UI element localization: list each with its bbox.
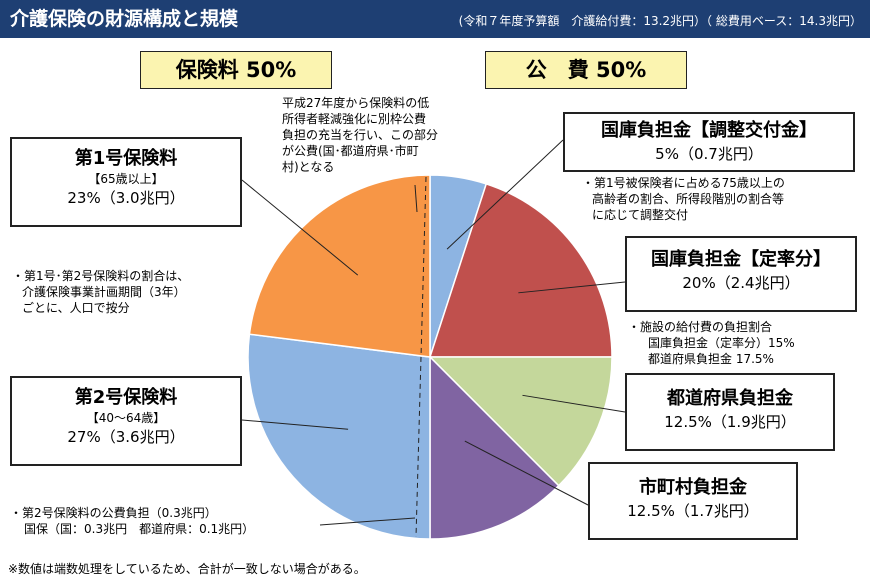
page-title: 介護保険の財源構成と規模 [10, 8, 239, 30]
label-prefecture: 都道府県負担金 12.5%（1.9兆円） [625, 373, 835, 451]
pie-slice-5 [247, 333, 431, 540]
leader-second-insured [241, 419, 349, 430]
leader-national-adjust [446, 139, 564, 250]
label-first-insured: 第1号保険料 【65歳以上】 23%（3.0兆円） [10, 137, 242, 227]
insurance-premium-label: 保険料 50% [140, 51, 332, 89]
leader-national-fixed [518, 281, 626, 294]
leader-municipality [464, 440, 589, 506]
leader-top-note [414, 184, 418, 213]
pie-slice-3 [428, 356, 613, 487]
pie-slice-4 [429, 355, 560, 540]
leader-first-insured [241, 179, 359, 276]
first-insured-age: 【65歳以上】 [88, 172, 164, 186]
municipality-title: 市町村負担金 [639, 477, 747, 498]
second-insured-title: 第2号保険料 [74, 387, 178, 408]
label-national-fixed: 国庫負担金【定率分】 20%（2.4兆円） [625, 236, 857, 312]
municipality-value: 12.5%（1.7兆円） [627, 502, 759, 520]
label-national-adjust: 国庫負担金【調整交付金】 5%（0.7兆円） [563, 112, 855, 172]
second-insured-age: 【40～64歳】 [86, 411, 166, 425]
note-facility: ・施設の給付費の負担割合 国庫負担金（定率分）15% 都道府県負担金 17.5% [628, 320, 795, 366]
public-expense-label: 公 費 50% [485, 51, 687, 89]
first-insured-value: 23%（3.0兆円） [67, 189, 185, 207]
first-insured-title: 第1号保険料 [74, 148, 178, 169]
budget-subtitle: (令和７年度予算額 介護給付費：13.2兆円）（ 総費用ベース：14.3兆円） [458, 14, 862, 28]
note-second-public: ・第2号保険料の公費負担（0.3兆円） 国保（国：0.3兆円 都道府県：0.1兆円… [10, 506, 255, 536]
national-fixed-title: 国庫負担金【定率分】 [651, 249, 831, 270]
second-insured-value: 27%（3.6兆円） [67, 428, 185, 446]
footnote: ※数値は端数処理をしているため、合計が一致しない場合がある。 [8, 562, 366, 576]
note-adjust: ・第1号被保険者に占める75歳以上の 高齢者の割合、所得段階別の割合等 に応じて調整… [582, 176, 785, 222]
leader-second-public [319, 517, 416, 526]
label-municipality: 市町村負担金 12.5%（1.7兆円） [588, 462, 798, 540]
national-adjust-value: 5%（0.7兆円） [655, 145, 763, 163]
note-top: 平成27年度から保険料の低 所得者軽減強化に別枠公費 負担の充当を行い、この部分 が公… [282, 96, 439, 174]
leader-prefecture [522, 394, 626, 413]
note-ratio: ・第1号･第2号保険料の割合は、 介護保険事業計画期間（3年） ごとに、人口で按分 [12, 269, 190, 315]
national-fixed-value: 20%（2.4兆円） [682, 274, 800, 292]
pie-slice-2 [428, 182, 613, 358]
national-adjust-title: 国庫負担金【調整交付金】 [601, 120, 817, 141]
prefecture-title: 都道府県負担金 [667, 388, 793, 409]
header-bar: 介護保険の財源構成と規模 (令和７年度予算額 介護給付費：13.2兆円）（ 総費… [0, 0, 870, 38]
label-second-insured: 第2号保険料 【40～64歳】 27%（3.6兆円） [10, 376, 242, 466]
dashed-public-boundary [415, 176, 427, 538]
prefecture-value: 12.5%（1.9兆円） [664, 413, 796, 431]
pie-slice-6 [248, 174, 431, 358]
